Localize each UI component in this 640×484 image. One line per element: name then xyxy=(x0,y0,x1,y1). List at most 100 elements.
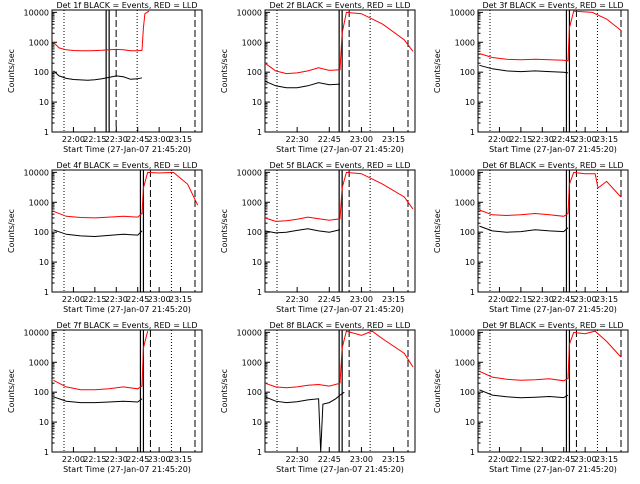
y-tick-label: 10 xyxy=(252,258,262,267)
plot-frame xyxy=(51,9,203,133)
y-axis-label: Counts/sec xyxy=(433,369,442,413)
x-tick-label: 22:30 xyxy=(531,295,554,304)
y-axis-label: Counts/sec xyxy=(433,209,442,253)
plot-frame xyxy=(477,329,629,453)
x-tick-label: 22:45 xyxy=(318,295,341,304)
x-tick-label: 23:00 xyxy=(350,135,373,144)
plot-frame xyxy=(264,169,416,293)
y-tick-label: 10000 xyxy=(450,328,475,337)
y-tick-label: 1000 xyxy=(29,358,49,367)
y-axis-label: Counts/sec xyxy=(7,49,16,93)
y-axis-label: Counts/sec xyxy=(7,209,16,253)
y-tick-label: 1 xyxy=(470,128,475,137)
x-tick-label: 22:15 xyxy=(509,295,532,304)
x-tick-label: 22:45 xyxy=(552,135,575,144)
series-line-events xyxy=(479,64,569,74)
chart-panel-6: Det 6f BLACK = Events, RED = LLD 1 10 100 10… xyxy=(433,161,629,314)
x-axis-label: Start Time (27-Jan-07 21:45:20) xyxy=(489,305,617,314)
x-axis-label: Start Time (27-Jan-07 21:45:20) xyxy=(489,145,617,154)
y-tick-label: 10 xyxy=(465,258,475,267)
plot-frame xyxy=(264,9,416,133)
series-line-events xyxy=(479,225,569,233)
x-axis-label: Start Time (27-Jan-07 21:45:20) xyxy=(276,465,404,474)
y-axis-label: Counts/sec xyxy=(220,49,229,93)
series-line-lld xyxy=(53,171,199,219)
chart-title: Det 1f BLACK = Events, RED = LLD xyxy=(56,1,197,10)
x-tick-label: 22:30 xyxy=(286,295,309,304)
x-tick-label: 22:15 xyxy=(509,135,532,144)
x-tick-label: 22:00 xyxy=(62,295,85,304)
chart-panel-9: Det 9f BLACK = Events, RED = LLD 1 10 100 10… xyxy=(433,321,629,474)
x-axis-label: Start Time (27-Jan-07 21:45:20) xyxy=(63,465,191,474)
x-tick-label: 23:15 xyxy=(595,455,618,464)
y-tick-label: 10000 xyxy=(450,168,475,177)
chart-panel-3: Det 3f BLACK = Events, RED = LLD 1 10 100 10… xyxy=(433,1,629,154)
x-tick-label: 23:15 xyxy=(595,135,618,144)
x-tick-label: 22:15 xyxy=(509,455,532,464)
y-tick-label: 10 xyxy=(252,98,262,107)
y-tick-label: 10000 xyxy=(24,328,49,337)
x-tick-label: 22:30 xyxy=(105,295,128,304)
y-tick-label: 10 xyxy=(39,258,49,267)
y-tick-label: 100 xyxy=(460,68,475,77)
chart-title: Det 3f BLACK = Events, RED = LLD xyxy=(482,1,623,10)
y-tick-label: 100 xyxy=(247,68,262,77)
x-tick-label: 22:30 xyxy=(105,455,128,464)
series-line-lld xyxy=(53,10,150,52)
x-tick-label: 22:30 xyxy=(531,455,554,464)
x-tick-label: 22:15 xyxy=(83,455,106,464)
series-line-events xyxy=(264,80,341,89)
series-line-lld xyxy=(479,171,622,217)
x-tick-label: 22:00 xyxy=(62,455,85,464)
x-tick-label: 23:00 xyxy=(574,135,597,144)
x-tick-label: 22:30 xyxy=(286,455,309,464)
y-tick-label: 100 xyxy=(247,388,262,397)
y-tick-label: 10000 xyxy=(450,8,475,17)
y-tick-label: 1 xyxy=(44,128,49,137)
series-line-events xyxy=(53,396,143,404)
x-tick-label: 22:00 xyxy=(488,135,511,144)
chart-panel-7: Det 7f BLACK = Events, RED = LLD 1 10 100 10… xyxy=(7,321,203,474)
y-axis-label: Counts/sec xyxy=(433,49,442,93)
y-tick-label: 1 xyxy=(44,448,49,457)
y-tick-label: 10 xyxy=(39,418,49,427)
plot-frame xyxy=(264,329,416,453)
x-tick-label: 22:45 xyxy=(318,455,341,464)
y-tick-label: 1 xyxy=(257,288,262,297)
y-tick-label: 100 xyxy=(34,228,49,237)
y-tick-label: 1000 xyxy=(242,358,262,367)
x-tick-label: 22:30 xyxy=(286,135,309,144)
y-tick-label: 100 xyxy=(34,68,49,77)
x-tick-label: 23:00 xyxy=(574,455,597,464)
y-tick-label: 1000 xyxy=(242,38,262,47)
x-tick-label: 22:15 xyxy=(83,135,106,144)
y-tick-label: 10 xyxy=(465,98,475,107)
series-line-lld xyxy=(264,171,414,222)
x-tick-label: 22:45 xyxy=(126,135,149,144)
y-tick-label: 10000 xyxy=(237,328,262,337)
y-tick-label: 1000 xyxy=(455,198,475,207)
y-tick-label: 100 xyxy=(460,388,475,397)
y-tick-label: 10 xyxy=(252,418,262,427)
x-tick-label: 22:15 xyxy=(83,295,106,304)
chart-title: Det 4f BLACK = Events, RED = LLD xyxy=(56,161,197,170)
series-line-events xyxy=(264,228,341,234)
plot-frame xyxy=(477,169,629,293)
x-tick-label: 23:15 xyxy=(382,455,405,464)
y-tick-label: 1 xyxy=(257,448,262,457)
series-line-lld xyxy=(264,11,414,75)
y-tick-label: 10000 xyxy=(237,8,262,17)
series-line-events xyxy=(479,389,569,399)
series-line-events xyxy=(264,391,345,453)
x-tick-label: 22:00 xyxy=(488,295,511,304)
x-tick-label: 22:45 xyxy=(552,295,575,304)
x-tick-label: 22:45 xyxy=(552,455,575,464)
x-tick-label: 23:15 xyxy=(169,455,192,464)
plot-frame xyxy=(51,169,203,293)
y-axis-label: Counts/sec xyxy=(7,369,16,413)
x-axis-label: Start Time (27-Jan-07 21:45:20) xyxy=(276,145,404,154)
x-tick-label: 23:00 xyxy=(148,135,171,144)
y-tick-label: 1 xyxy=(44,288,49,297)
y-tick-label: 1000 xyxy=(455,38,475,47)
series-line-lld xyxy=(479,10,622,62)
